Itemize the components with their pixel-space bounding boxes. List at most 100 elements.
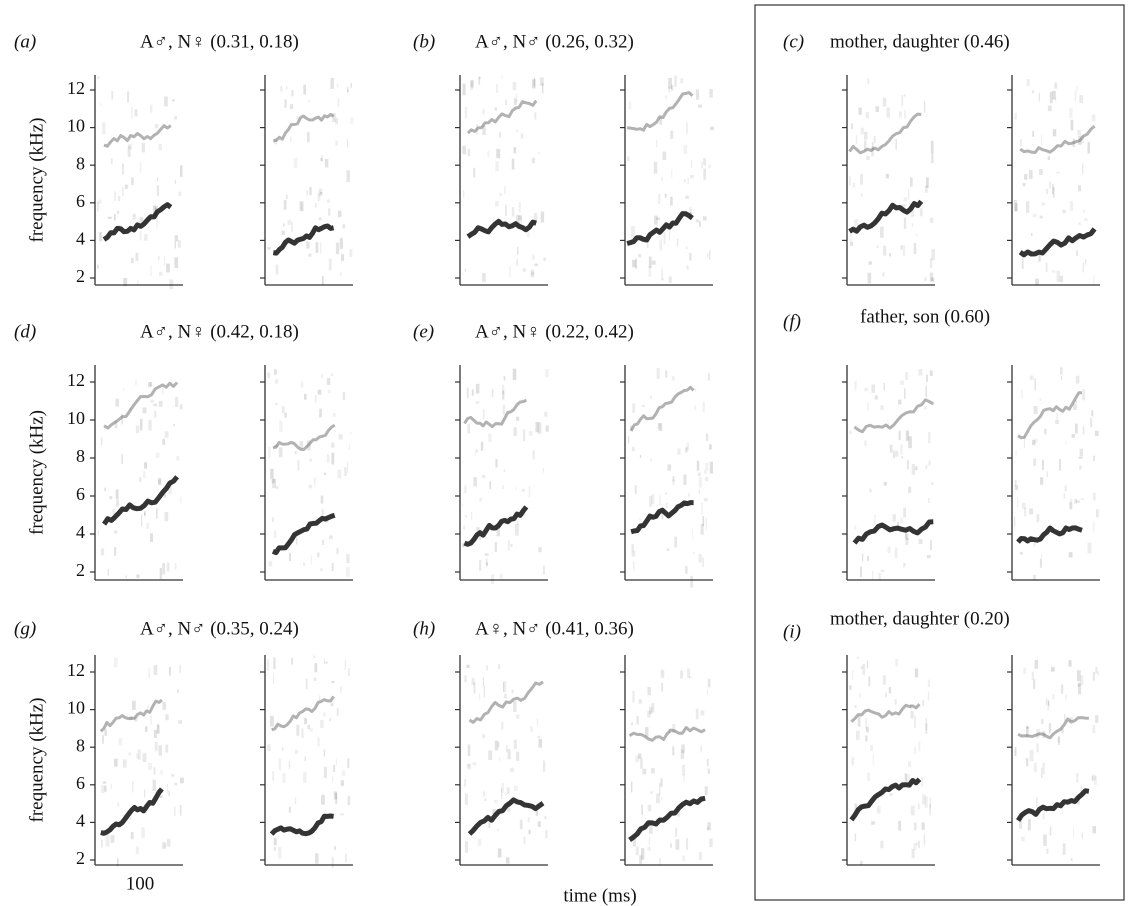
spectrogram-noise xyxy=(1036,743,1039,753)
spectrogram-noise xyxy=(143,470,146,479)
spectrogram-noise xyxy=(528,829,531,835)
spectrogram-noise xyxy=(903,562,905,569)
spectrogram-noise xyxy=(922,794,926,805)
spectrogram-noise xyxy=(685,837,689,850)
spectrogram-noise xyxy=(1069,498,1073,511)
harmonic-trace xyxy=(273,112,335,143)
spectrogram-noise xyxy=(1022,183,1026,187)
spectrogram-noise xyxy=(1046,188,1049,195)
spectrogram-noise xyxy=(294,797,297,805)
spectrogram-noise xyxy=(471,389,474,396)
spectrogram-noise xyxy=(319,191,323,195)
spectrogram-noise xyxy=(501,782,505,794)
spectrogram-noise xyxy=(156,724,160,734)
spectrogram-noise xyxy=(313,677,317,682)
spectrogram-noise xyxy=(482,474,486,479)
spectrogram-noise xyxy=(883,481,887,486)
spectrogram-noise xyxy=(495,458,498,468)
spectrogram-noise xyxy=(632,839,637,847)
spectrogram-noise xyxy=(338,210,342,218)
spectrogram-noise xyxy=(127,145,131,158)
spectrogram-noise xyxy=(910,711,914,719)
spectrogram-noise xyxy=(532,254,535,260)
spectrogram-noise xyxy=(494,740,499,751)
spectrogram-noise xyxy=(883,382,885,391)
spectrogram-noise xyxy=(1023,667,1027,675)
spectrogram-noise xyxy=(1069,108,1073,119)
spectrogram-noise xyxy=(1091,774,1096,781)
spectrogram-noise xyxy=(496,527,501,537)
spectrogram-noise xyxy=(467,424,471,434)
spectrogram-noise xyxy=(326,454,330,463)
spectrogram-noise xyxy=(110,834,115,843)
spectrogram-noise xyxy=(176,456,180,461)
spectrogram-noise xyxy=(139,477,142,482)
spectrogram-noise xyxy=(482,109,485,115)
spectrogram-noise xyxy=(347,461,349,474)
spectrogram-noise xyxy=(636,715,639,725)
spectrogram-noise xyxy=(914,746,916,754)
spectrogram-noise xyxy=(290,221,293,233)
spectrogram-noise xyxy=(345,567,350,577)
y-tick-label: 4 xyxy=(76,811,85,831)
harmonic-trace xyxy=(103,381,179,430)
spectrogram-noise xyxy=(1025,725,1029,737)
fundamental-trace xyxy=(466,218,537,239)
spectrogram-noise xyxy=(1036,797,1038,806)
spectrogram-noise xyxy=(1027,819,1031,831)
spectrogram-noise xyxy=(924,185,928,193)
spectrogram-noise xyxy=(703,168,706,180)
panel-label: (a) xyxy=(14,31,36,52)
spectrogram-noise xyxy=(347,795,351,806)
spectrogram-noise xyxy=(698,476,702,488)
spectrogram-noise xyxy=(511,158,515,170)
y-tick-label: 4 xyxy=(76,229,85,249)
spectrogram-noise xyxy=(910,207,915,217)
spectrogram-noise xyxy=(538,152,541,155)
spectrogram-noise xyxy=(335,242,340,255)
spectrogram-noise xyxy=(125,575,128,579)
spectrogram-noise xyxy=(323,472,327,475)
spectrogram-noise xyxy=(1082,163,1084,174)
spectrogram-noise xyxy=(1025,201,1030,213)
spectrogram-noise xyxy=(467,763,471,768)
spectrogram-noise xyxy=(670,196,673,206)
spectrogram-noise xyxy=(892,514,896,522)
spectrogram-noise xyxy=(632,259,636,268)
spectrogram-noise xyxy=(513,739,517,750)
spectrogram-noise xyxy=(1052,694,1055,700)
spectrogram-noise xyxy=(332,413,336,417)
spectrogram-noise xyxy=(1054,82,1058,89)
spectrogram-noise xyxy=(647,686,651,696)
spectrogram-noise xyxy=(116,210,120,214)
spectrogram-noise xyxy=(115,489,119,500)
spectrogram-noise xyxy=(110,783,112,789)
spectrogram-noise xyxy=(873,136,876,144)
spectrogram-noise xyxy=(908,436,912,449)
spectrogram-noise xyxy=(1039,558,1042,568)
spectrogram-noise xyxy=(131,700,136,710)
spectrogram-noise xyxy=(688,676,692,679)
spectrogram-noise xyxy=(470,79,474,88)
spectrogram-noise xyxy=(929,370,933,377)
spectrogram-noise xyxy=(706,759,709,767)
spectrogram-noise xyxy=(928,460,931,466)
panel-title: A♂, N♂ (0.35, 0.24) xyxy=(140,618,299,639)
spectrogram-noise xyxy=(1080,785,1082,792)
y-tick-label: 6 xyxy=(76,191,85,211)
spectrogram-noise xyxy=(688,492,690,497)
spectrogram-noise xyxy=(1031,90,1035,94)
spectrogram-noise xyxy=(519,819,523,830)
spectrogram-noise xyxy=(326,378,331,385)
spectrogram-noise xyxy=(516,751,520,762)
spectrogram-noise xyxy=(1080,674,1084,686)
spectrogram-noise xyxy=(1032,439,1036,446)
spectrogram-noise xyxy=(1033,762,1037,773)
spectrogram-noise xyxy=(880,569,885,573)
spectrogram-noise xyxy=(274,444,278,448)
spectrogram-noise xyxy=(176,689,179,693)
spectrogram-noise xyxy=(462,543,465,548)
spectrogram-noise xyxy=(532,450,535,460)
spectrogram-noise xyxy=(707,253,709,258)
spectrogram-noise xyxy=(464,106,468,119)
